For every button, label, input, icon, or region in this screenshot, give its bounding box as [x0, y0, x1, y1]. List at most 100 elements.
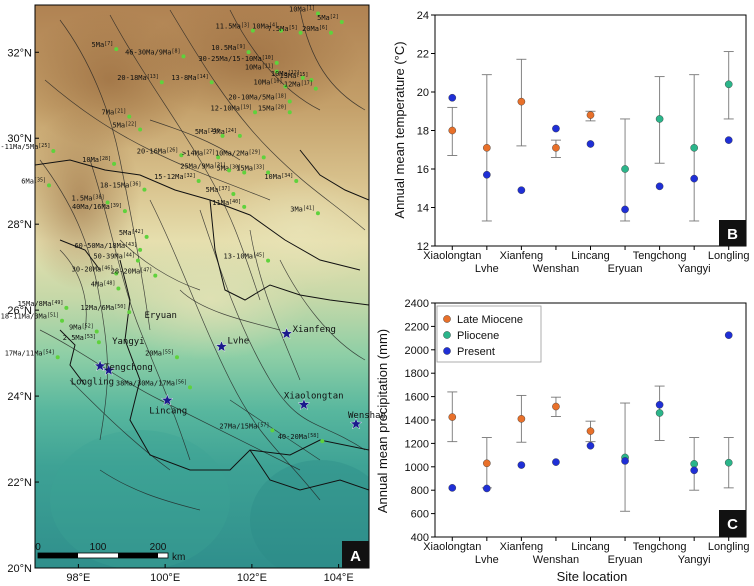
legend-label-present: Present	[457, 346, 495, 358]
temperature-point-present-tengchong	[655, 182, 664, 191]
age-site-dot	[114, 271, 119, 276]
age-label: 21-11Ma/5Ma[25]	[0, 143, 50, 151]
temperature-ytick-label: 24	[417, 10, 429, 22]
age-site-dot	[237, 133, 242, 138]
age-label: 10Ma/2Ma[29]	[215, 149, 261, 157]
age-site-dot	[253, 110, 258, 115]
age-label: 27Ma/15Ma[57]	[219, 422, 269, 430]
temperature-chart: Annual mean temperature (°C) 12 14 16 18 20 2…	[392, 10, 750, 275]
tengchong-site-star	[93, 359, 107, 372]
age-label: 15-12Ma[32]	[154, 173, 196, 181]
age-site-dot	[315, 11, 320, 16]
temperature-xtick-lincang: Lincang	[571, 250, 610, 262]
age-label: 13-10Ma[45]	[224, 253, 266, 261]
precipitation-point-present-lincang	[586, 441, 595, 450]
precipitation-xtick-xiaolongtan: Xiaolongtan	[423, 541, 481, 553]
age-site-dot	[266, 258, 271, 263]
temperature-point-present-xianfeng	[517, 186, 526, 194]
age-site-dot	[300, 75, 305, 80]
age-label: 7Ma[21]	[102, 109, 127, 117]
precipitation-point-present-longling	[724, 331, 733, 339]
age-site-dot	[96, 340, 101, 345]
age-label: 5Ma[22]	[112, 121, 137, 129]
xianfeng-site-label: Xianfeng	[293, 325, 336, 335]
age-site-dot	[266, 170, 271, 175]
precipitation-ytick-label: 1000	[405, 462, 429, 474]
age-label: 25Ma/9Ma[31]	[180, 162, 226, 170]
age-label: 20-18Ma[13]	[117, 74, 159, 82]
age-site-dot	[179, 153, 184, 158]
scale-tick-100: 100	[90, 542, 107, 553]
age-site-dot	[227, 168, 232, 173]
temperature-xtick-xianfeng: Xianfeng	[500, 250, 543, 262]
precipitation-point-late-miocene-lvhe	[483, 459, 491, 468]
age-site-dot	[116, 286, 121, 291]
age-site-dot	[127, 310, 132, 315]
precipitation-point-late-miocene-wenshan	[552, 402, 560, 411]
age-site-dot	[181, 54, 186, 59]
age-site-dot	[339, 20, 344, 25]
xiaolongtan-site-star	[297, 398, 311, 410]
temperature-point-present-eryuan	[621, 205, 629, 214]
temperature-point-present-xiaolongtan	[448, 93, 457, 102]
precipitation-chart: Annual mean precipitation (mm) Site loca…	[375, 298, 750, 584]
age-site-dot	[51, 148, 56, 153]
precipitation-points	[448, 331, 733, 493]
age-site-dot	[174, 355, 179, 360]
precipitation-xtick-eryuan: Eryuan	[608, 554, 643, 566]
age-site-dot	[196, 179, 201, 184]
age-label: 10Ma[12]	[271, 70, 300, 78]
xiaolongtan-site-label: Xiaolongtan	[284, 392, 344, 402]
age-site-dot	[60, 318, 65, 323]
scale-unit: km	[172, 552, 185, 563]
relief-shading	[35, 5, 369, 568]
temperature-plot-frame	[434, 14, 747, 247]
age-site-dot	[216, 155, 221, 160]
age-labels: 10Ma[1]5Ma[2] 11.5Ma[3] 10Ma[4]7.5Ma[5] 20M…	[0, 5, 344, 444]
precipitation-ytick-label: 600	[411, 509, 429, 521]
temperature-ytick-label: 12	[417, 241, 429, 253]
temperature-point-late-miocene-lvhe	[483, 144, 491, 152]
temperature-point-pliocene-yangyi	[690, 144, 698, 152]
precipitation-ytick-label: 2400	[405, 298, 429, 310]
precipitation-point-present-xiaolongtan	[448, 484, 457, 492]
temperature-point-late-miocene-xiaolongtan	[448, 126, 457, 135]
temperature-point-pliocene-longling	[724, 80, 733, 89]
scale-bar: 0 100 200 km	[35, 542, 185, 563]
age-site-dot	[105, 200, 110, 205]
age-label: 60-50Ma/18Ma[43]	[74, 242, 137, 250]
lat-tick-label: 30°N	[7, 133, 32, 145]
age-label: 12Ma[17]	[284, 81, 313, 89]
longling-site-star	[102, 363, 115, 376]
xianfeng-site-star	[280, 327, 293, 340]
precipitation-xtick-xianfeng: Xianfeng	[500, 541, 543, 553]
precipitation-ytick-label: 1200	[405, 438, 429, 450]
age-site-dot	[298, 30, 303, 35]
precipitation-xtick-lvhe: Lvhe	[475, 554, 499, 566]
age-site-dot	[47, 183, 52, 188]
temperature-xtick-yangyi: Yangyi	[678, 263, 711, 275]
precipitation-legend: Late Miocene Pliocene Present	[436, 305, 542, 363]
age-label: 5Ma[37]	[206, 186, 231, 194]
lincang-site-star	[161, 393, 174, 406]
age-site-dot	[250, 28, 255, 33]
precipitation-ytick-label: 1600	[405, 392, 429, 404]
lat-tick-label: 22°N	[7, 477, 32, 489]
temperature-yticks: 12 14 16 18 20 22 24	[417, 10, 435, 253]
age-label: 3Ma[41]	[290, 205, 315, 213]
age-site-dot	[242, 204, 247, 209]
fault-lines	[39, 9, 366, 511]
temperature-ytick-label: 20	[417, 87, 429, 99]
precipitation-yticks: 400 600 800 1000 1200 1400 1600 1800 2000 2200 240…	[405, 298, 435, 544]
temperature-point-pliocene-eryuan	[621, 165, 629, 173]
age-label: 10Ma[16]	[254, 79, 283, 87]
temperature-xticks: XiaolongtanLvheXianfengWenshanLincangEry…	[423, 246, 750, 275]
legend-marker-pliocene	[443, 331, 451, 339]
age-label: 5Ma[23]	[195, 128, 220, 136]
age-label: 18-11Ma/3Ma[51]	[1, 313, 59, 321]
lon-tick-label: 100°E	[150, 572, 180, 584]
age-label: 10Ma[4]	[252, 23, 278, 31]
age-label: 2.5Ma[53]	[63, 334, 96, 342]
age-site-dot	[159, 80, 164, 85]
